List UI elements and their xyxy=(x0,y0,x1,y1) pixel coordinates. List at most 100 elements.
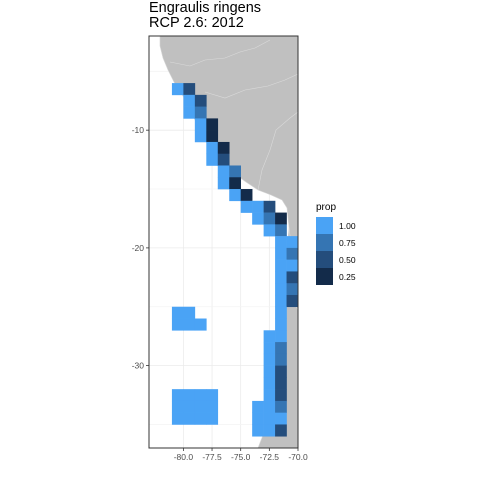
grid-cell xyxy=(275,424,287,437)
grid-cell xyxy=(206,400,219,413)
grid-cell xyxy=(252,400,264,413)
grid-cell xyxy=(252,200,264,213)
grid-cell xyxy=(263,377,276,390)
legend-swatch xyxy=(316,268,333,285)
grid-cell xyxy=(275,318,287,331)
grid-cell xyxy=(206,130,219,143)
legend-label: 1.00 xyxy=(339,221,356,231)
grid-cell xyxy=(194,412,207,425)
grid-cell xyxy=(275,236,287,249)
grid-cell xyxy=(275,259,287,272)
y-tick-label: -10 xyxy=(132,125,145,135)
grid-cell xyxy=(286,259,299,272)
grid-cell xyxy=(217,177,230,190)
grid-cell xyxy=(194,318,207,331)
grid-cell xyxy=(240,200,253,213)
grid-cell xyxy=(229,177,241,190)
grid-cell xyxy=(183,106,196,119)
legend-label: 0.50 xyxy=(339,255,356,265)
legend-label: 0.75 xyxy=(339,238,356,248)
grid-cell xyxy=(194,400,207,413)
grid-cell xyxy=(263,424,276,437)
x-tick-label: -75.0 xyxy=(231,452,251,462)
grid-cell xyxy=(263,342,276,355)
grid-cell xyxy=(229,189,241,202)
title-block: Engraulis ringens RCP 2.6: 2012 xyxy=(149,1,261,31)
grid-cell xyxy=(286,247,299,260)
grid-cell xyxy=(217,153,230,166)
legend-swatch xyxy=(316,251,333,268)
country-border-2 xyxy=(257,111,299,191)
grid-cell xyxy=(263,212,276,225)
grid-cell xyxy=(275,353,287,366)
grid-cell xyxy=(194,94,207,107)
x-tick-label: -70.0 xyxy=(288,452,308,462)
grid-cell xyxy=(275,389,287,402)
plot-title: Engraulis ringens xyxy=(149,0,262,16)
grid-cell xyxy=(275,306,287,319)
grid-cell xyxy=(217,165,230,178)
grid-cell xyxy=(275,224,287,237)
x-tick-label: -80.0 xyxy=(174,452,194,462)
panel-border xyxy=(148,35,299,449)
grid-cell xyxy=(171,400,184,413)
grid-cell xyxy=(183,306,196,319)
grid-cell xyxy=(206,412,219,425)
grid-cell xyxy=(240,189,253,202)
grid-cell xyxy=(217,141,230,155)
country-border-1 xyxy=(169,39,271,67)
grid-cell xyxy=(263,412,276,425)
plot-subtitle: RCP 2.6: 2012 xyxy=(149,15,244,31)
grid-cell xyxy=(275,212,287,225)
grid-cell xyxy=(252,412,264,425)
cell-layer xyxy=(171,83,299,437)
grid-cell xyxy=(171,318,184,331)
grid-cell xyxy=(275,283,287,296)
grid-cell xyxy=(263,400,276,413)
y-tick-label: -30 xyxy=(132,361,145,371)
grid-cell xyxy=(275,412,287,425)
grid-cell xyxy=(275,294,287,308)
grid-cell xyxy=(194,389,207,402)
x-tick-label: -72.5 xyxy=(260,452,280,462)
grid-cell xyxy=(263,365,276,378)
legend-swatch xyxy=(316,217,333,234)
legend-label: 0.25 xyxy=(339,272,356,282)
grid-cell xyxy=(183,400,196,413)
grid-cell xyxy=(183,412,196,425)
grid-cell xyxy=(183,83,196,96)
grid-cell xyxy=(263,353,276,366)
axes: -80.0 -77.5 -75.0 -72.5 -70.0 -10 -20 -30 xyxy=(132,125,308,462)
legend-swatch xyxy=(316,234,333,251)
grid-cell xyxy=(263,389,276,402)
grid-cell xyxy=(206,141,219,155)
grid-cell xyxy=(286,236,299,249)
grid-cell xyxy=(183,389,196,402)
grid-cell xyxy=(194,106,207,119)
grid-cell xyxy=(194,130,207,143)
grid-cell xyxy=(171,412,184,425)
grid-cell xyxy=(275,330,287,343)
country-border-3 xyxy=(204,73,299,99)
grid-cell xyxy=(229,165,241,178)
grid-cell xyxy=(206,118,219,131)
grid-cell xyxy=(275,247,287,260)
grid-cell xyxy=(275,365,287,378)
grid-cell xyxy=(183,94,196,107)
grid-cell xyxy=(194,118,207,131)
grid-cell xyxy=(171,83,184,96)
grid-cell xyxy=(171,389,184,402)
grid-cell xyxy=(206,389,219,402)
grid-cell xyxy=(275,271,287,284)
grid-cell xyxy=(275,377,287,390)
grid-cell xyxy=(252,212,264,225)
grid-cell xyxy=(275,342,287,355)
legend-title: prop xyxy=(316,202,336,213)
grid-cell xyxy=(275,400,287,413)
y-tick-label: -20 xyxy=(132,243,145,253)
grid-cell xyxy=(263,200,276,213)
x-tick-label: -77.5 xyxy=(202,452,222,462)
grid-cell xyxy=(171,306,184,319)
grid-cell xyxy=(286,294,299,308)
